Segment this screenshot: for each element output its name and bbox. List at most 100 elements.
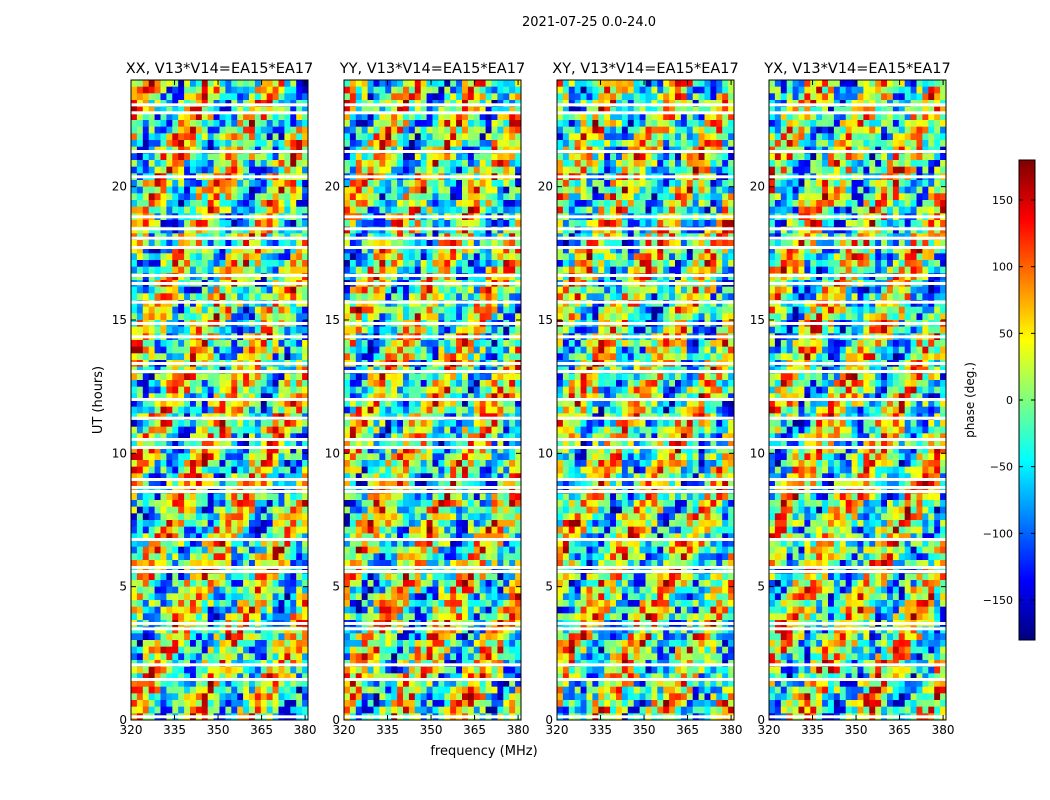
blank-time-row [344, 215, 521, 219]
blank-time-row [769, 236, 946, 240]
panel-heatmap [557, 80, 734, 720]
x-tick-label: 350 [845, 723, 868, 737]
x-tick-label: 380 [932, 723, 955, 737]
panel-heatmap [131, 80, 308, 720]
blank-time-row [131, 715, 308, 719]
blank-time-row [557, 150, 734, 153]
colorbar-tick-label: −50 [990, 461, 1013, 474]
panel-title: YX, V13*V14=EA15*EA17 [763, 61, 950, 77]
x-tick-label: 380 [507, 723, 530, 737]
blank-time-row [557, 678, 734, 681]
blank-time-row [557, 362, 734, 365]
y-tick-label: 10 [538, 446, 553, 460]
x-tick-label: 335 [376, 723, 399, 737]
blank-time-row [344, 438, 521, 441]
blank-time-row [344, 570, 521, 573]
blank-time-row [769, 215, 946, 219]
panel-3: XY, V13*V14=EA15*EA17 320 335 350 365 380 0 5 10… [538, 61, 743, 737]
colorbar-tick-label: −100 [983, 527, 1013, 540]
blank-time-row [769, 622, 946, 625]
y-tick-label: 20 [325, 180, 340, 194]
y-tick-label: 15 [325, 313, 340, 327]
y-tick-label: 15 [112, 313, 127, 327]
y-axis-label: UT (hours) [91, 366, 106, 434]
blank-time-row [557, 215, 734, 219]
blank-time-row [557, 416, 734, 420]
blank-time-row [344, 236, 521, 240]
blank-time-row [769, 322, 946, 325]
blank-time-row [769, 566, 946, 569]
blank-time-row [557, 715, 734, 719]
blank-time-row [557, 236, 734, 240]
panel-title: YY, V13*V14=EA15*EA17 [339, 61, 525, 77]
blank-time-row [769, 478, 946, 481]
panel-frame [130, 79, 309, 721]
blank-time-row [769, 300, 946, 304]
blank-time-row [131, 622, 308, 625]
x-tick-label: 365 [676, 723, 699, 737]
x-tick-label: 350 [420, 723, 443, 737]
blank-time-row [769, 446, 946, 449]
blank-time-row [131, 627, 308, 631]
blank-time-row [131, 538, 308, 541]
colorbar: −150 −100 −50 0 50 100 150 phase (deg.) [963, 159, 1036, 641]
blank-time-row [769, 486, 946, 489]
blank-time-row [769, 538, 946, 541]
blank-time-row [131, 282, 308, 285]
blank-time-row [769, 282, 946, 285]
blank-time-row [344, 416, 521, 420]
y-tick-label: 0 [757, 713, 765, 727]
blank-time-row [131, 566, 308, 569]
blank-time-row [769, 416, 946, 420]
x-tick-label: 365 [888, 723, 911, 737]
blank-time-row [769, 362, 946, 365]
blank-time-row [557, 398, 734, 401]
blank-time-row [131, 335, 308, 339]
blank-time-row [344, 111, 521, 115]
blank-time-row [131, 150, 308, 153]
panel-title: XX, V13*V14=EA15*EA17 [126, 61, 314, 77]
x-tick-label: 365 [463, 723, 486, 737]
blank-time-row [344, 150, 521, 153]
blank-time-row [344, 370, 521, 373]
blank-time-row [557, 438, 734, 441]
x-tick-label: 380 [720, 723, 743, 737]
blank-time-row [344, 103, 521, 107]
blank-time-row [769, 570, 946, 573]
panel-heatmap [769, 80, 946, 720]
panels-group: XX, V13*V14=EA15*EA17 320 335 350 365 380 0 5 10… [112, 61, 955, 737]
y-tick-label: 15 [750, 313, 765, 327]
colorbar-tick-label: 50 [999, 327, 1013, 340]
y-tick-label: 20 [750, 180, 765, 194]
blank-time-row [344, 627, 521, 631]
blank-time-row [557, 227, 734, 231]
blank-time-row [344, 538, 521, 541]
blank-time-row [557, 627, 734, 631]
x-tick-label: 365 [250, 723, 273, 737]
blank-time-row [769, 227, 946, 231]
blank-time-row [769, 678, 946, 681]
blank-time-row [131, 446, 308, 449]
blank-time-row [769, 490, 946, 493]
blank-time-row [344, 282, 521, 285]
blank-time-row [131, 274, 308, 277]
blank-time-row [131, 678, 308, 681]
blank-time-row [769, 627, 946, 631]
blank-time-row [557, 370, 734, 373]
blank-time-row [769, 398, 946, 401]
blank-time-row [344, 322, 521, 325]
y-tick-label: 10 [112, 446, 127, 460]
y-tick-label: 5 [757, 580, 765, 594]
blank-time-row [131, 398, 308, 401]
blank-time-row [344, 274, 521, 277]
blank-time-row [769, 150, 946, 153]
x-tick-label: 320 [120, 723, 143, 737]
figure-suptitle: 2021-07-25 0.0-24.0 [522, 15, 656, 30]
blank-time-row [557, 486, 734, 489]
blank-time-row [344, 566, 521, 569]
y-tick-label: 0 [545, 713, 553, 727]
colorbar-tick-label: 0 [1006, 394, 1013, 407]
blank-time-row [557, 111, 734, 115]
blank-time-row [344, 478, 521, 481]
